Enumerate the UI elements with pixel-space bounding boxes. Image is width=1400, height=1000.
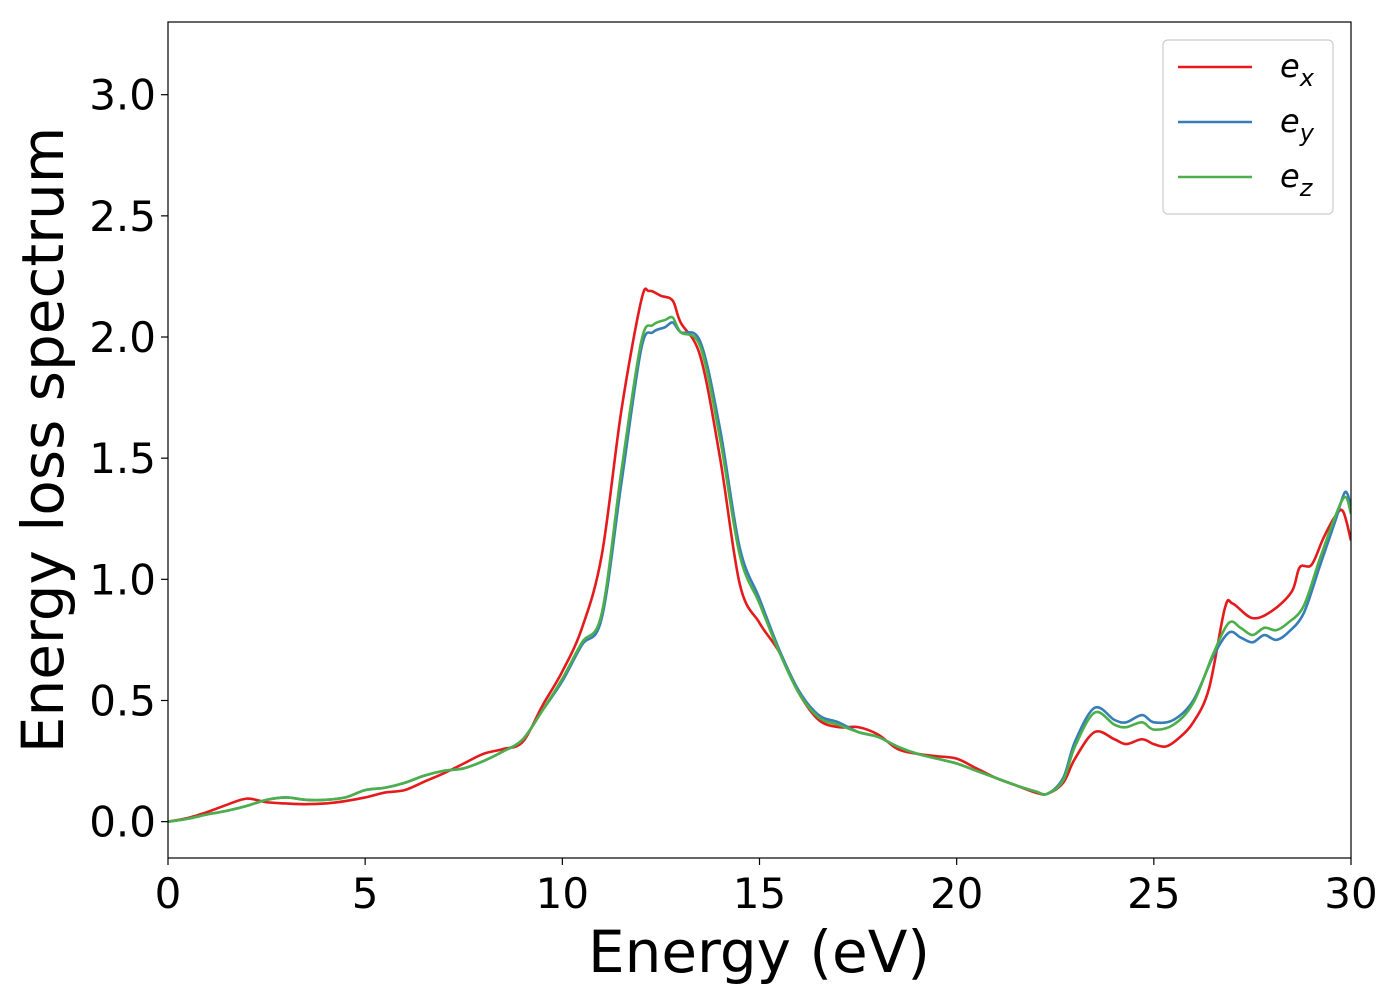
legend-label-subscript: x [1299,64,1315,92]
y-axis-ticks: 0.0 0.5 1.0 1.5 2.0 2.5 3.0 [89,71,168,847]
x-tick-label: 20 [930,869,983,918]
plot-lines [168,287,1351,823]
legend-label-z: ez [1280,157,1314,202]
y-tick-label: 1.5 [89,434,156,483]
legend-label-base: e [1280,157,1300,195]
y-tick-label: 0.5 [89,676,156,725]
series-line-z [168,315,1351,823]
legend-box [1162,39,1334,215]
legend-label-y: ey [1280,102,1315,147]
y-tick-label: 2.0 [89,313,156,362]
x-tick-label: 0 [155,869,182,918]
x-tick-label: 15 [733,869,786,918]
x-axis-label: Energy (eV) [588,918,930,986]
legend-label-x: ex [1280,47,1315,92]
x-axis-ticks: 0 5 10 15 20 25 30 [155,858,1378,918]
x-tick-label: 30 [1324,869,1377,918]
y-tick-label: 2.5 [89,192,156,241]
x-tick-label: 5 [352,869,379,918]
legend-label-subscript: z [1299,174,1314,202]
y-axis-label: Energy loss spectrum [9,127,77,753]
y-tick-label: 0.0 [89,798,156,847]
legend-label-subscript: y [1299,119,1315,147]
y-tick-label: 3.0 [89,71,156,120]
legend-label-base: e [1280,47,1300,85]
x-tick-label: 10 [536,869,589,918]
y-tick-label: 1.0 [89,555,156,604]
x-tick-label: 25 [1127,869,1180,918]
legend-label-base: e [1280,102,1300,140]
